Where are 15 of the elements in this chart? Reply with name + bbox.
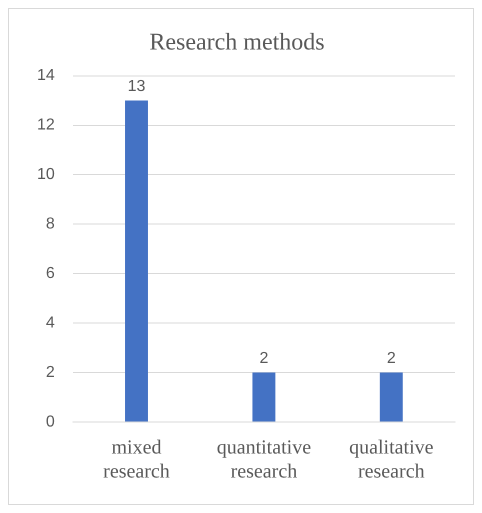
y-tick-label: 4 (46, 314, 55, 332)
data-label: 2 (386, 350, 396, 367)
y-tick-label: 8 (46, 216, 55, 233)
chart-title: Research methods (149, 30, 325, 56)
data-label: 2 (259, 350, 268, 367)
y-tick-label: 12 (37, 116, 55, 134)
y-tick-label: 6 (46, 265, 55, 282)
y-tick-label: 2 (46, 364, 55, 381)
x-tick-label: mixed research (103, 436, 170, 482)
y-tick-label: 14 (37, 67, 55, 84)
x-tick-label: quantitative research (216, 436, 312, 482)
x-tick-label: qualitative research (349, 436, 434, 482)
y-tick-label: 10 (37, 166, 55, 184)
data-label: 13 (128, 78, 146, 95)
y-tick-label: 0 (46, 413, 55, 430)
